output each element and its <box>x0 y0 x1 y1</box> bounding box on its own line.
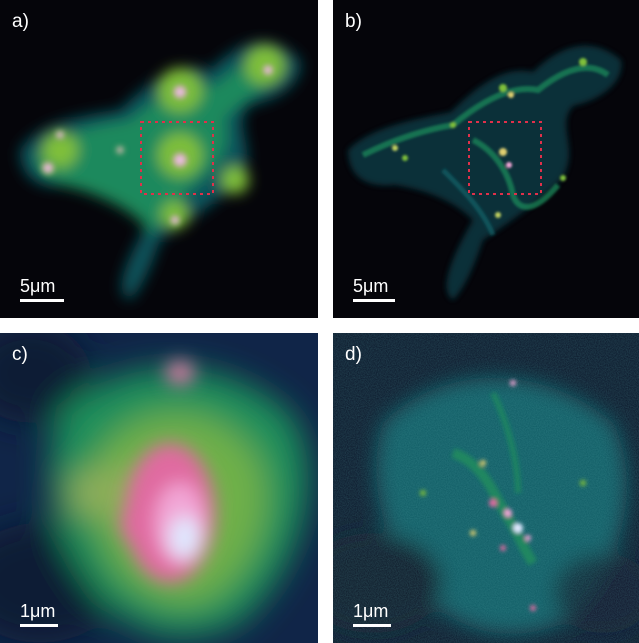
scale-bar-label: 5μm <box>353 276 389 296</box>
panel-d-superresolved-zoom-image: d) 1μm <box>333 333 639 643</box>
panel-c-zoom-image: c) 1μm <box>0 333 318 643</box>
scale-bar-line <box>353 299 395 302</box>
scale-bar: 5μm <box>20 277 64 302</box>
scale-bar-line <box>20 299 64 302</box>
panel-label: b) <box>345 11 362 32</box>
panel-label: c) <box>12 344 28 365</box>
fluorescence-image-d <box>333 333 639 643</box>
panel-label: d) <box>345 344 362 365</box>
scale-bar: 1μm <box>353 602 391 627</box>
fluorescence-image-c <box>0 333 318 643</box>
scale-bar-label: 1μm <box>353 601 389 621</box>
scale-bar-line <box>353 624 391 627</box>
region-of-interest-box <box>140 121 214 195</box>
scale-bar-label: 5μm <box>20 276 56 296</box>
panel-b-superresolved-image: b) 5μm <box>333 0 639 318</box>
scale-bar-label: 1μm <box>20 601 56 621</box>
scale-bar: 1μm <box>20 602 58 627</box>
scale-bar-line <box>20 624 58 627</box>
panel-a-widefield-image: a) 5μm <box>0 0 318 318</box>
panel-label: a) <box>12 11 29 32</box>
scale-bar: 5μm <box>353 277 395 302</box>
fluorescence-image-a <box>0 0 318 318</box>
region-of-interest-box <box>468 121 542 195</box>
fluorescence-image-b <box>333 0 639 318</box>
